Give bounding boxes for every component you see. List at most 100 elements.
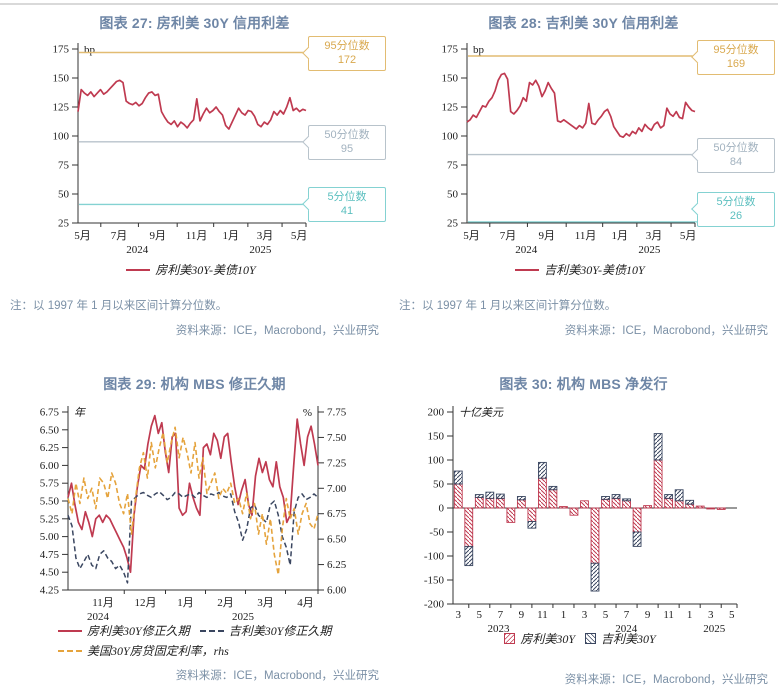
svg-text:5月: 5月 [680,230,697,242]
bar-fannie [453,483,463,509]
axes [62,406,324,591]
svg-text:5: 5 [477,609,483,621]
svg-text:150: 150 [442,73,459,85]
callout-value: 169 [726,58,746,71]
svg-text:6.50: 6.50 [327,534,347,546]
svg-text:9月: 9月 [150,230,167,242]
bars [453,433,726,592]
svg-text:2024: 2024 [615,623,638,635]
bar-ginnie [485,491,495,499]
bar-ginnie [495,493,505,499]
bar-ginnie [548,485,558,491]
svg-text:5.00: 5.00 [40,531,60,543]
bar-ginnie [453,470,463,485]
x-axis-labels: 2024 2025 [489,223,696,256]
bar-fannie [506,507,516,523]
callout-5th-percentile: 5分位数 26 [697,192,775,227]
bar-ginnie [538,461,547,479]
x-axis-labels: 2024 2025 [100,223,307,256]
svg-text:9: 9 [645,609,651,621]
svg-text:5月: 5月 [74,230,91,242]
bar-fannie [632,507,642,533]
bar-fannie [674,500,684,509]
svg-text:6.50: 6.50 [40,424,60,436]
series-line [77,79,307,130]
svg-text:6.25: 6.25 [40,442,60,454]
svg-text:4.75: 4.75 [40,549,60,561]
svg-text:2024: 2024 [515,244,538,256]
bar-fannie [601,498,610,509]
bar-fannie [590,507,600,564]
legend-label: 房利美30Y-美债10Y [155,263,256,277]
legend-label: 吉利美30Y-美债10Y [544,263,645,277]
x-axis-labels: 2024 2025 [87,590,319,623]
callout-5th-percentile: 5分位数 41 [308,187,386,222]
svg-text:-100: -100 [424,551,445,563]
svg-text:125: 125 [442,102,459,114]
figure-27-title: 图表 27: 房利美 30Y 信用利差 [99,15,290,31]
callout-value: 41 [340,205,354,218]
svg-text:6.75: 6.75 [40,407,60,419]
svg-text:4月: 4月 [297,597,314,609]
svg-text:十亿美元: 十亿美元 [459,406,504,419]
svg-text:1月: 1月 [612,230,629,242]
figure-29-chart: 6.75 6.50 6.25 6.00 5.75 5.50 5.25 5.00 4.75 4.50… [0,398,389,626]
top-divider [0,3,778,5]
svg-text:1: 1 [561,609,567,621]
svg-text:bp: bp [473,44,485,56]
figure-30-chart: 200 150 100 50 0 -50 -100 -150 -200 十亿美元 3 5 7 9 11 1 3 5… [389,398,778,638]
svg-text:6.00: 6.00 [327,585,347,597]
svg-text:11月: 11月 [92,597,114,609]
svg-text:3月: 3月 [646,230,663,242]
svg-text:4.50: 4.50 [40,567,60,579]
svg-text:1: 1 [687,609,693,621]
legend-item: 房利美30Y [504,632,575,646]
charts-grid: 图表 27: 房利美 30Y 信用利差 175 150 125 100 75 50 25 bp… [0,5,778,691]
figure-30-source: 资料来源：ICE，Macrobond，兴业研究 [564,674,768,686]
svg-text:3: 3 [708,609,714,621]
tick-labels: 175 150 125 100 75 50 25 bp 5月 7月 9月 11月 1月 3月 5月 [442,44,697,243]
svg-text:6.75: 6.75 [327,508,347,520]
legend-item: 吉利美30Y-美债10Y [515,263,645,277]
figure-29-source: 资料来源：ICE，Macrobond，兴业研究 [175,670,379,682]
bar-fannie [611,497,621,509]
navy-dashed-swatch [199,630,224,632]
legend-item: 吉利美30Y修正久期 [199,624,331,638]
legend-label: 房利美30Y修正久期 [87,624,190,638]
svg-text:200: 200 [428,407,445,419]
svg-text:-200: -200 [424,599,445,611]
svg-text:1月: 1月 [223,230,240,242]
legend-row: 美国30Y房贷固定利率，rhs [58,642,389,659]
svg-text:2024: 2024 [126,244,149,256]
legend-row: 房利美30Y修正久期 吉利美30Y修正久期 [58,622,389,639]
figure-28-legend: 吉利美30Y-美债10Y [389,261,778,278]
figure-27-source: 资料来源：ICE，Macrobond，兴业研究 [175,325,379,337]
svg-text:2025: 2025 [638,244,661,256]
panel-figure-28: 图表 28: 吉利美 30Y 信用利差 175 150 125 100 75 50 25 bp… [389,5,778,352]
svg-text:11: 11 [537,609,548,621]
bar-fannie [495,497,505,509]
svg-text:11月: 11月 [575,230,597,242]
tick-labels: 6.75 6.50 6.25 6.00 5.75 5.50 5.25 5.00 4.75 4.50… [40,406,347,609]
svg-text:12月: 12月 [135,597,157,609]
svg-text:3: 3 [582,609,588,621]
bar-fannie [653,459,663,509]
callout-value: 84 [729,156,743,169]
callout-95th-percentile: 95分位数 169 [697,40,775,75]
figure-30-legend: 房利美30Y 吉利美30Y [389,630,778,647]
callout-value: 26 [729,210,743,223]
bar-fannie [716,507,726,510]
tick-labels: 175 150 125 100 75 50 25 bp 5月 7月 9月 11月 1月 3月 5月 [53,44,308,243]
red-hatched-square-swatch [504,633,516,644]
svg-text:100: 100 [428,455,445,467]
bar-fannie [569,507,579,516]
svg-text:175: 175 [53,44,70,56]
axes [72,43,306,224]
panel-figure-27: 图表 27: 房利美 30Y 信用利差 175 150 125 100 75 50 25 bp… [0,5,389,352]
bar-ginnie [601,496,610,500]
callout-value: 95 [340,143,354,156]
svg-text:5.25: 5.25 [40,513,60,525]
figure-29-canvas: 6.75 6.50 6.25 6.00 5.75 5.50 5.25 5.00 4.75 4.50… [40,406,347,623]
